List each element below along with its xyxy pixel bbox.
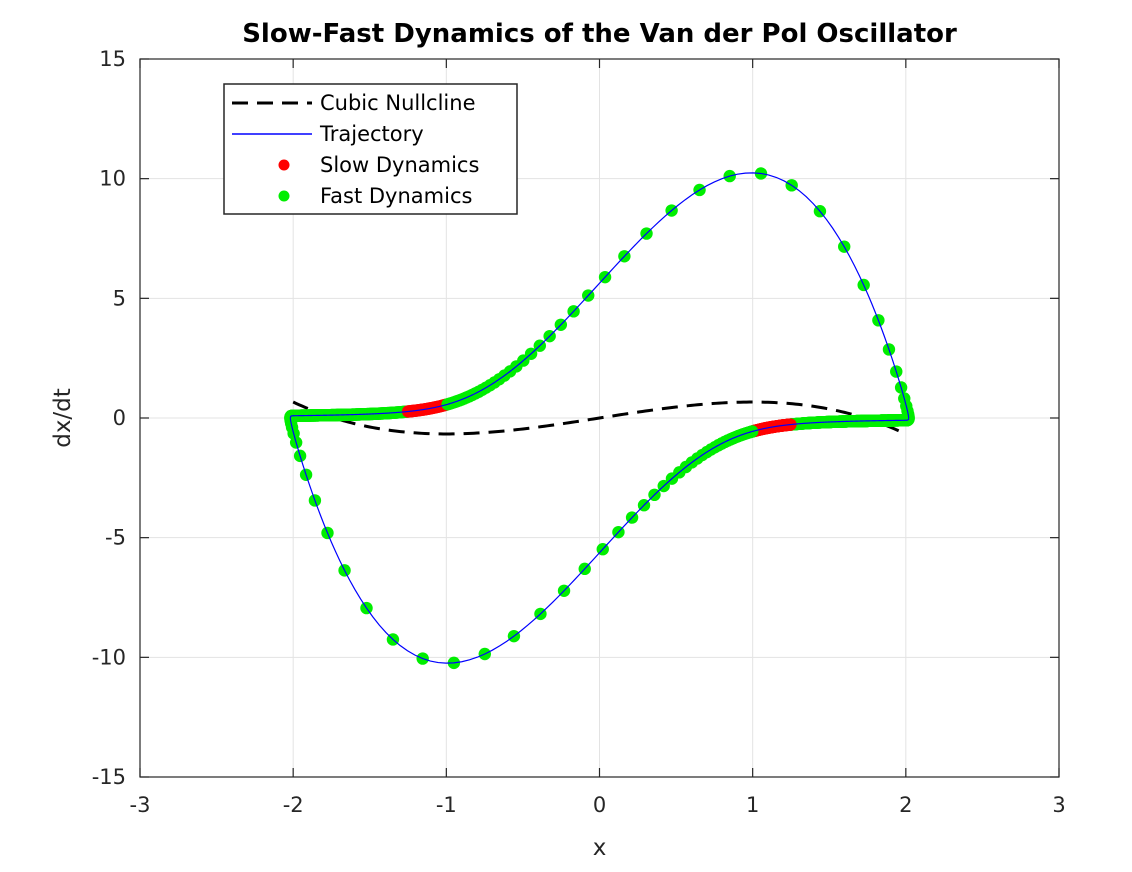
x-tick-label: 1 [746, 793, 759, 817]
plot-area [284, 167, 915, 670]
x-tick-label: -3 [130, 793, 151, 817]
legend-marker-swatch [278, 190, 290, 202]
legend-label: Trajectory [319, 122, 424, 146]
legend-marker-swatch [278, 159, 290, 171]
x-axis-label: x [593, 835, 607, 861]
legend-label: Cubic Nullcline [320, 91, 476, 115]
chart-title: Slow-Fast Dynamics of the Van der Pol Os… [242, 19, 957, 49]
legend-label: Fast Dynamics [320, 184, 472, 208]
x-tick-label: 3 [1052, 793, 1065, 817]
y-axis-label: dx/dt [50, 388, 76, 448]
trajectory-line [289, 172, 910, 664]
y-tick-label: -10 [92, 645, 126, 669]
axes [139, 58, 1060, 778]
legend: Cubic Nullcline Trajectory Slow Dynamics Fa… [223, 83, 518, 215]
nullcline-line [292, 400, 907, 436]
y-tick-label: 0 [113, 406, 126, 430]
x-tick-label: 0 [593, 793, 606, 817]
legend-box [223, 83, 518, 215]
y-tick-label: 10 [99, 167, 126, 191]
y-tick-label: 15 [99, 47, 126, 71]
x-tick-label: -2 [283, 793, 304, 817]
x-tick-label: 2 [899, 793, 912, 817]
x-tick-label: -1 [436, 793, 457, 817]
y-tick-label: -5 [105, 526, 126, 550]
legend-label: Slow Dynamics [320, 153, 479, 177]
y-tick-label: -15 [92, 765, 126, 789]
y-tick-label: 5 [113, 286, 126, 310]
